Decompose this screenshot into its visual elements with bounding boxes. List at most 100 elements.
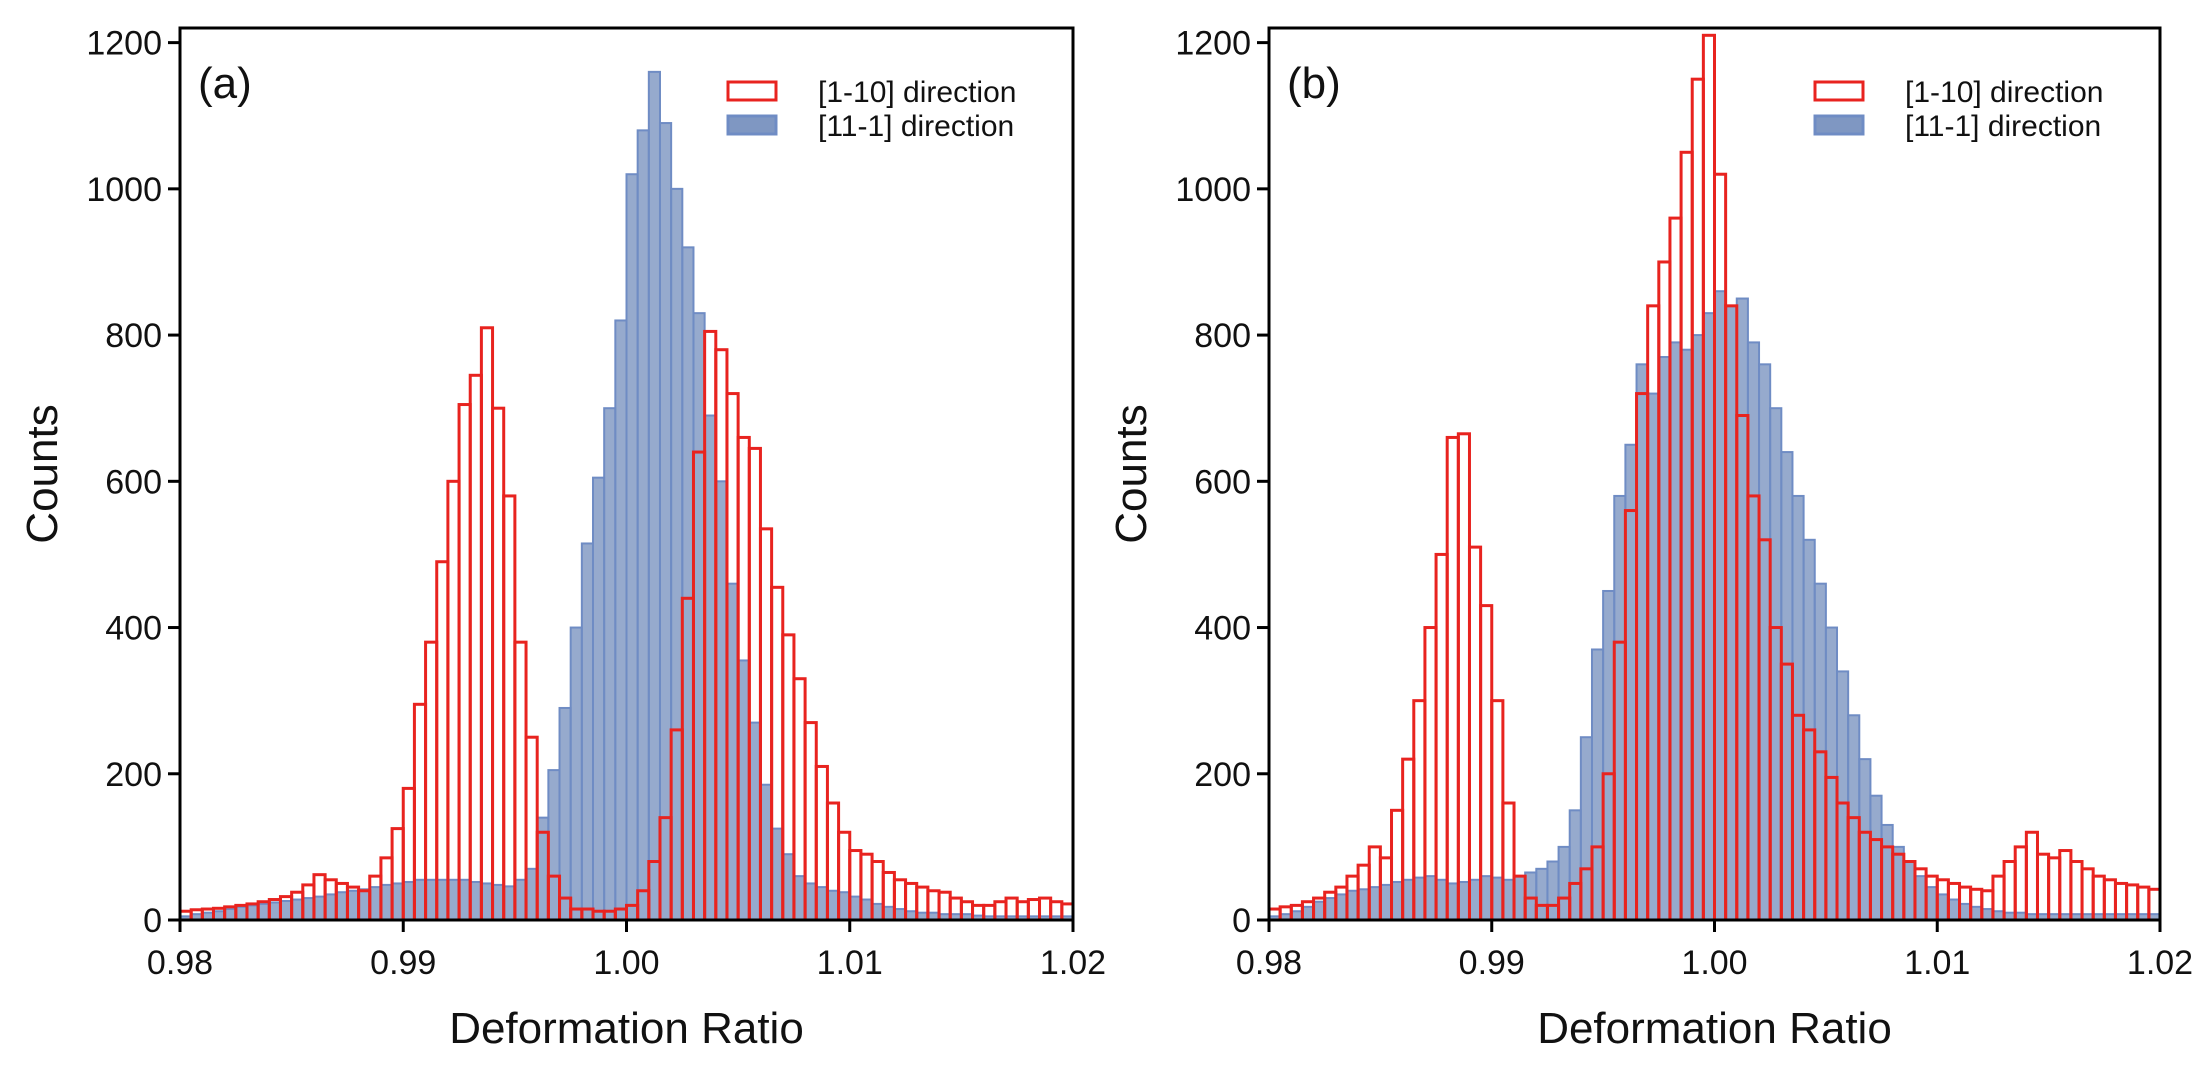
x-tick-label: 0.99 xyxy=(370,944,436,982)
series-1-10-bars xyxy=(1269,33,2160,920)
bar-11-1 xyxy=(625,173,639,920)
bar-11-1 xyxy=(234,905,248,920)
bar-11-1 xyxy=(547,769,561,920)
bar-11-1 xyxy=(792,875,807,920)
legend-label-1-10: [1-10] direction xyxy=(1905,76,2103,109)
bar-11-1 xyxy=(658,122,673,920)
bar-11-1 xyxy=(1680,348,1694,920)
y-tick-label: 800 xyxy=(105,317,162,355)
bar-11-1 xyxy=(1758,363,1772,920)
bar-11-1 xyxy=(1947,898,1961,920)
bar-11-1 xyxy=(580,542,595,920)
bar-11-1 xyxy=(1691,334,1705,920)
bar-11-1 xyxy=(893,908,907,920)
bar-11-1 xyxy=(2159,913,2160,920)
bar-11-1 xyxy=(681,246,695,920)
bar-11-1 xyxy=(848,895,862,920)
bar-11-1 xyxy=(480,882,494,920)
bar-11-1 xyxy=(1435,878,1449,920)
bar-1-10 xyxy=(424,640,439,920)
bar-11-1 xyxy=(1702,312,1716,920)
bar-11-1 xyxy=(1312,900,1326,920)
x-tick-label: 1.01 xyxy=(1904,944,1970,982)
legend-swatch-11-1 xyxy=(726,114,778,136)
bar-1-10 xyxy=(513,640,528,920)
y-tick-label: 0 xyxy=(1232,902,1251,940)
bar-11-1 xyxy=(1780,451,1794,920)
bar-11-1 xyxy=(1501,878,1516,920)
bar-1-10 xyxy=(2147,887,2160,920)
bar-1-10 xyxy=(1445,435,1460,920)
bar-1-10 xyxy=(446,479,461,920)
bar-11-1 xyxy=(692,312,706,920)
bar-11-1 xyxy=(402,880,416,920)
bar-11-1 xyxy=(1323,897,1337,920)
bar-1-10 xyxy=(2069,860,2084,920)
y-tick-label: 600 xyxy=(105,463,162,501)
y-tick-label: 600 xyxy=(1194,463,1251,501)
bar-11-1 xyxy=(1602,589,1616,920)
bar-11-1 xyxy=(1902,860,1916,920)
bar-1-10 xyxy=(2035,852,2051,920)
bar-11-1 xyxy=(1368,886,1382,920)
bar-11-1 xyxy=(703,414,717,920)
bar-11-1 xyxy=(446,878,461,920)
bar-11-1 xyxy=(257,902,271,920)
bar-11-1 xyxy=(815,886,829,920)
bar-11-1 xyxy=(525,867,539,920)
bar-11-1 xyxy=(312,895,327,920)
bar-1-10 xyxy=(2080,867,2095,920)
y-tick-label: 1000 xyxy=(86,171,162,209)
x-tick-label: 1.00 xyxy=(1681,944,1747,982)
bar-1-10 xyxy=(468,373,483,920)
bar-11-1 xyxy=(737,659,751,920)
bar-1-10 xyxy=(1434,552,1449,920)
bar-11-1 xyxy=(636,129,650,920)
y-tick-label: 400 xyxy=(1194,610,1251,648)
bar-11-1 xyxy=(279,899,293,920)
x-tick-label: 0.98 xyxy=(1236,944,1302,982)
bar-11-1 xyxy=(1479,875,1493,920)
bar-11-1 xyxy=(1412,876,1426,920)
bar-11-1 xyxy=(1836,670,1850,920)
bar-11-1 xyxy=(1858,758,1872,920)
bar-11-1 xyxy=(1490,876,1504,920)
bar-11-1 xyxy=(748,721,762,920)
panel-label: (b) xyxy=(1287,59,1341,108)
bar-11-1 xyxy=(435,878,449,920)
bar-11-1 xyxy=(804,882,818,920)
bar-11-1 xyxy=(223,908,237,920)
bar-11-1 xyxy=(469,880,483,920)
plot-area xyxy=(1269,33,2160,920)
bar-1-10 xyxy=(491,406,506,920)
bar-11-1 xyxy=(1958,902,1972,920)
bar-1-10 xyxy=(1467,545,1483,920)
x-tick-label: 0.99 xyxy=(1459,944,1525,982)
bar-11-1 xyxy=(1468,878,1482,920)
bar-11-1 xyxy=(1969,905,1983,920)
x-tick-label: 1.02 xyxy=(1040,944,1106,982)
bar-11-1 xyxy=(670,187,684,920)
legend-swatch-1-10 xyxy=(726,80,778,102)
bar-11-1 xyxy=(1446,882,1460,920)
bar-11-1 xyxy=(1301,905,1315,920)
bar-11-1 xyxy=(346,889,360,920)
bar-11-1 xyxy=(871,902,885,920)
legend-label-11-1: [11-1] direction xyxy=(1905,110,2101,143)
bar-11-1 xyxy=(1880,823,1894,920)
bar-11-1 xyxy=(1334,893,1348,920)
bar-11-1 xyxy=(1791,494,1805,920)
bar-11-1 xyxy=(1568,809,1582,920)
bar-11-1 xyxy=(1869,794,1883,920)
bar-1-10 xyxy=(524,735,539,920)
bar-11-1 xyxy=(1980,908,1994,920)
x-tick-label: 1.02 xyxy=(2127,944,2193,982)
bar-11-1 xyxy=(1513,875,1527,920)
bar-11-1 xyxy=(569,626,583,920)
bar-11-1 xyxy=(290,898,304,920)
bar-11-1 xyxy=(1457,880,1471,920)
bar-11-1 xyxy=(1746,341,1761,920)
y-tick-label: 1000 xyxy=(1175,171,1251,209)
bar-11-1 xyxy=(882,905,896,920)
